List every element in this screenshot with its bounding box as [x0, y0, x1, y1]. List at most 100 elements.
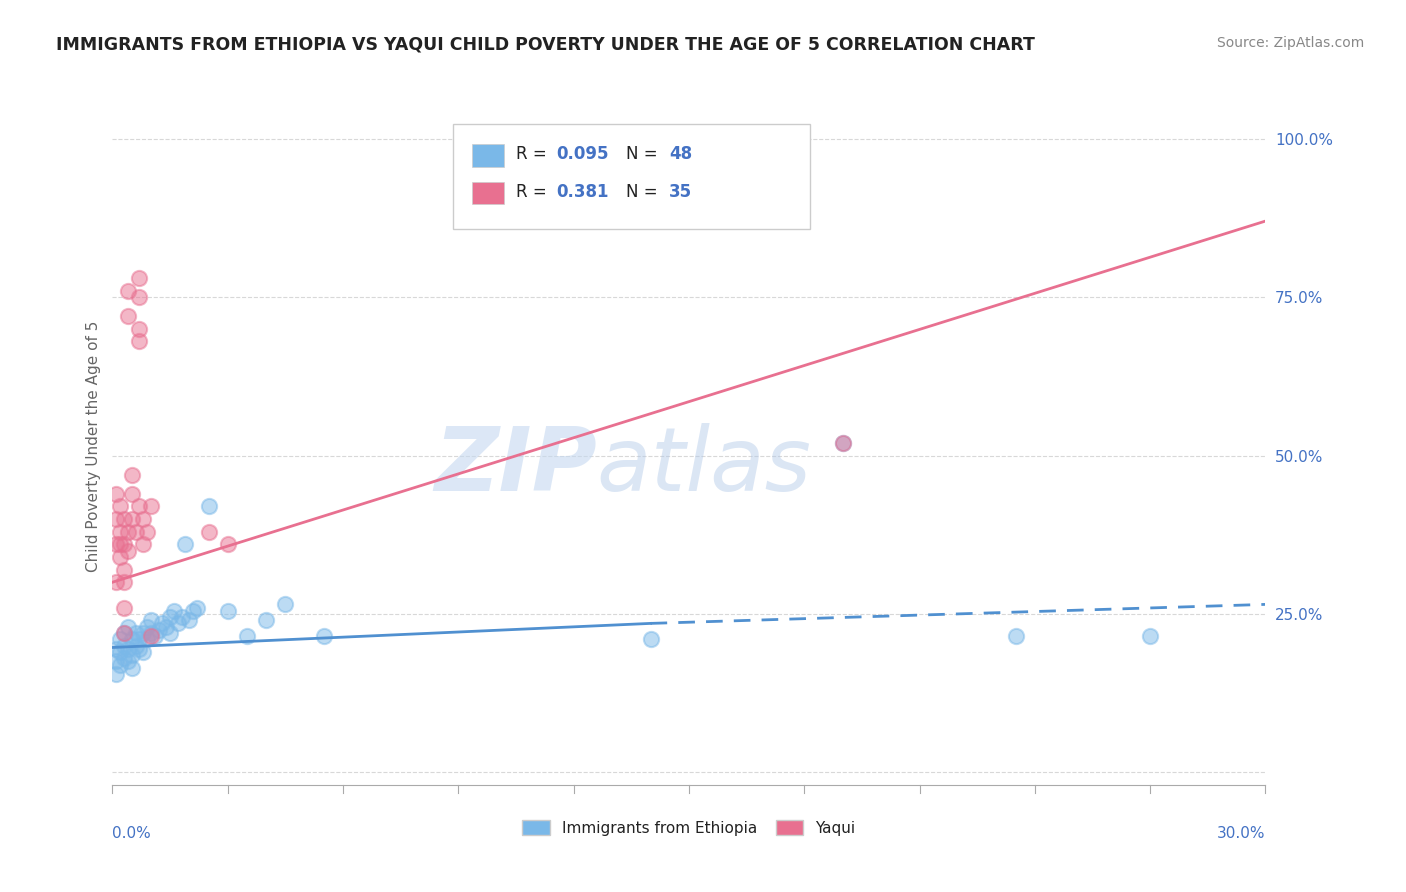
Point [117, 641, 139, 656]
Point [312, 629, 335, 643]
Point [117, 654, 139, 668]
Point [831, 435, 853, 450]
Text: 0.0%: 0.0% [112, 826, 152, 840]
Point [136, 619, 159, 633]
Point [124, 626, 146, 640]
Point [217, 604, 239, 618]
Point [274, 598, 297, 612]
Point [105, 486, 128, 500]
Point [121, 661, 143, 675]
Point [148, 623, 170, 637]
Point [181, 604, 204, 618]
Text: 48: 48 [669, 145, 693, 163]
Point [121, 632, 143, 647]
Point [139, 629, 162, 643]
Point [132, 645, 155, 659]
Text: Source: ZipAtlas.com: Source: ZipAtlas.com [1216, 36, 1364, 50]
Point [163, 604, 186, 618]
Text: 35: 35 [669, 183, 693, 201]
FancyBboxPatch shape [472, 182, 505, 204]
Point [121, 467, 143, 482]
Point [108, 499, 131, 513]
Point [170, 610, 193, 624]
Point [121, 512, 143, 526]
Point [179, 613, 201, 627]
Point [108, 537, 131, 551]
Point [112, 563, 135, 577]
Point [132, 512, 155, 526]
Point [105, 575, 128, 590]
Text: 0.381: 0.381 [557, 183, 609, 201]
Point [1004, 629, 1026, 643]
Legend: Immigrants from Ethiopia, Yaqui: Immigrants from Ethiopia, Yaqui [516, 814, 862, 842]
Point [128, 322, 150, 336]
FancyBboxPatch shape [472, 145, 505, 167]
Point [186, 600, 208, 615]
Point [139, 626, 162, 640]
Point [105, 512, 128, 526]
Text: 0.095: 0.095 [557, 145, 609, 163]
Point [136, 524, 159, 539]
Point [117, 543, 139, 558]
Text: 30.0%: 30.0% [1218, 826, 1265, 840]
Point [105, 537, 128, 551]
Point [640, 632, 662, 647]
Point [128, 334, 150, 349]
Point [174, 537, 197, 551]
Point [112, 639, 135, 653]
Point [108, 645, 131, 659]
Point [108, 549, 131, 564]
Point [108, 524, 131, 539]
Text: atlas: atlas [596, 424, 811, 509]
Point [132, 626, 155, 640]
Point [117, 284, 139, 298]
Point [117, 309, 139, 323]
Point [117, 619, 139, 633]
Point [112, 575, 135, 590]
FancyBboxPatch shape [453, 124, 810, 229]
Point [159, 610, 181, 624]
Text: N =: N = [626, 145, 662, 163]
Text: R =: R = [516, 145, 553, 163]
Text: IMMIGRANTS FROM ETHIOPIA VS YAQUI CHILD POVERTY UNDER THE AGE OF 5 CORRELATION C: IMMIGRANTS FROM ETHIOPIA VS YAQUI CHILD … [56, 36, 1035, 54]
Point [108, 632, 131, 647]
Point [128, 632, 150, 647]
Point [128, 290, 150, 304]
Point [128, 499, 150, 513]
Point [139, 499, 162, 513]
Point [105, 667, 128, 681]
Point [121, 648, 143, 662]
Point [197, 499, 219, 513]
Point [831, 435, 853, 450]
Point [254, 613, 277, 627]
Text: ZIP: ZIP [434, 423, 596, 510]
Point [143, 629, 166, 643]
Point [152, 616, 174, 631]
Point [117, 524, 139, 539]
Point [112, 600, 135, 615]
Point [136, 632, 159, 647]
Point [128, 641, 150, 656]
Point [112, 626, 135, 640]
Point [166, 616, 188, 631]
Point [139, 613, 162, 627]
Text: R =: R = [516, 183, 553, 201]
Point [112, 537, 135, 551]
Point [105, 641, 128, 656]
Point [197, 524, 219, 539]
Point [112, 512, 135, 526]
Point [105, 654, 128, 668]
Point [112, 626, 135, 640]
Point [121, 486, 143, 500]
Point [132, 537, 155, 551]
Text: N =: N = [626, 183, 662, 201]
Point [108, 657, 131, 672]
Point [159, 626, 181, 640]
Point [124, 524, 146, 539]
Point [1139, 629, 1161, 643]
Point [236, 629, 259, 643]
Point [155, 619, 177, 633]
Point [112, 651, 135, 665]
Point [128, 271, 150, 285]
Point [217, 537, 239, 551]
